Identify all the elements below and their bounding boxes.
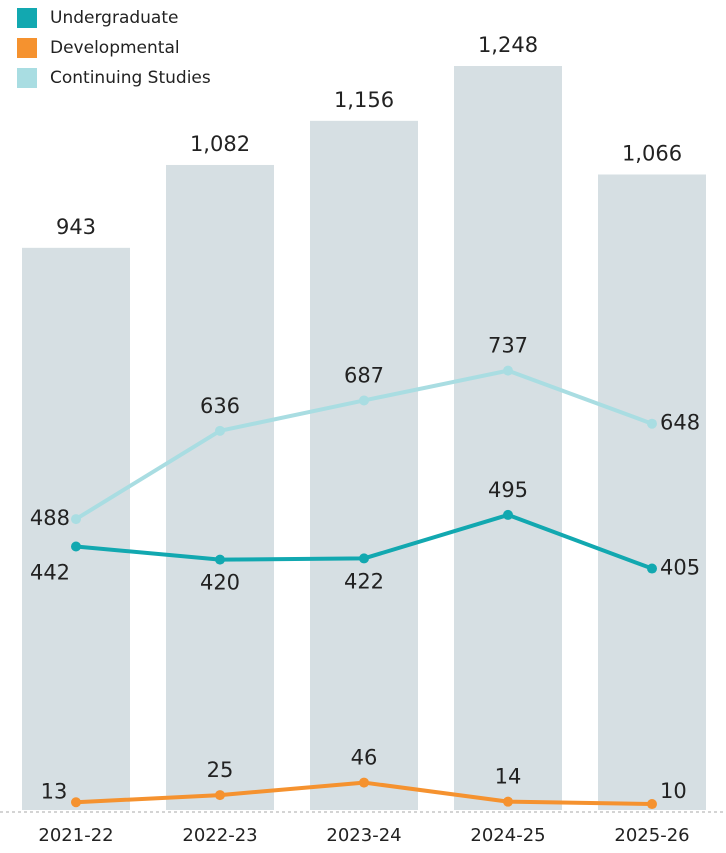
point: [71, 541, 81, 552]
point-label: 405: [660, 556, 700, 580]
point-label: 687: [344, 363, 384, 387]
x-tick-label: 2023-24: [326, 825, 401, 846]
bar: [598, 174, 706, 810]
bar: [454, 66, 562, 810]
bar: [166, 164, 274, 810]
point-label: 636: [200, 394, 240, 418]
point: [215, 425, 225, 436]
x-tick-label: 2021-22: [38, 825, 113, 846]
bar-label: 1,066: [622, 142, 682, 166]
bar-label: 1,156: [334, 88, 394, 112]
point-label: 420: [200, 571, 240, 595]
point: [71, 514, 81, 525]
point-label: 14: [495, 765, 522, 789]
point-label: 13: [41, 779, 68, 803]
legend-swatch: [17, 8, 37, 28]
point: [647, 799, 657, 810]
bar: [310, 120, 418, 811]
point-label: 495: [488, 478, 528, 502]
point-label: 648: [660, 411, 700, 435]
point-label: 422: [344, 569, 384, 593]
point-label: 46: [351, 746, 378, 770]
bar: [22, 247, 130, 811]
legend-swatch: [17, 68, 37, 88]
point: [71, 797, 81, 808]
point: [359, 395, 369, 406]
x-tick-label: 2022-23: [182, 825, 257, 846]
legend-label: Developmental: [50, 38, 180, 58]
point: [503, 796, 513, 807]
point-label: 25: [207, 758, 234, 782]
bar-label: 1,248: [478, 33, 538, 57]
point: [215, 790, 225, 801]
point: [359, 777, 369, 788]
point-label: 10: [660, 779, 687, 803]
point: [647, 418, 657, 429]
point-label: 488: [30, 506, 70, 530]
point: [359, 553, 369, 564]
legend-swatch: [17, 38, 37, 58]
point: [503, 509, 513, 520]
point: [215, 554, 225, 565]
point: [647, 563, 657, 574]
point-label: 737: [488, 334, 528, 358]
legend-label: Continuing Studies: [50, 68, 211, 88]
legend-label: Undergraduate: [50, 8, 178, 28]
x-tick-label: 2024-25: [470, 825, 545, 846]
x-tick-label: 2025-26: [614, 825, 689, 846]
bar-label: 1,082: [190, 132, 250, 156]
bar-label: 943: [56, 215, 96, 239]
point: [503, 365, 513, 376]
point-label: 442: [30, 561, 70, 585]
